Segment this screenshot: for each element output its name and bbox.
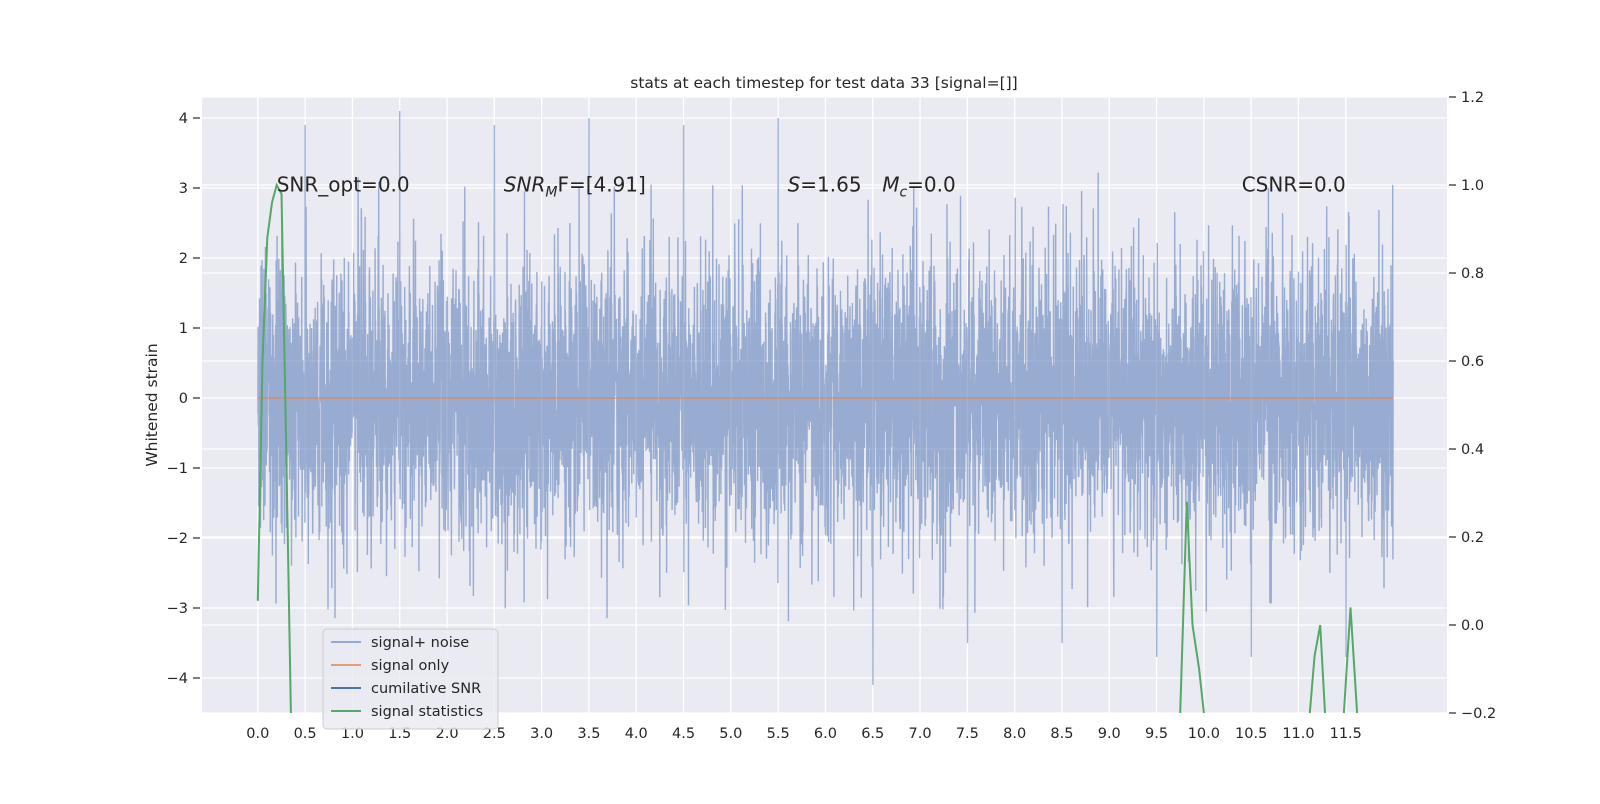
x-tick-label: 5.0 — [719, 726, 742, 742]
x-tick-label: 4.0 — [625, 726, 648, 742]
x-tick-label: 6.5 — [861, 726, 884, 742]
y-tick-label: 3 — [179, 181, 188, 197]
x-tick-label: 2.5 — [483, 726, 506, 742]
annotation-value: =1.65 — [800, 173, 861, 197]
y2-tick-label: 0.0 — [1461, 618, 1484, 634]
legend-label: cumilative SNR — [371, 681, 481, 697]
x-tick-label: 2.0 — [435, 726, 458, 742]
series-line-signal-statistics — [1308, 624, 1326, 714]
annotation-main-text: SNR_opt=0.0 — [277, 173, 410, 197]
x-tick-label: 4.5 — [672, 726, 695, 742]
y-tick-label: 1 — [179, 321, 188, 337]
stat-annotation: S=1.65 — [788, 173, 862, 197]
annotation-main-text: M — [882, 173, 899, 197]
annotation-layer: SNR_opt=0.0 SNRMF=[4.91] S=1.65 Mc=0.0 CSNR=… — [277, 173, 1346, 201]
series-line-signal-plus-noise — [257, 110, 1394, 686]
x-tick-label: 0.0 — [246, 726, 269, 742]
x-tick-label: 8.0 — [1003, 726, 1026, 742]
x-tick-label: 1.0 — [341, 726, 364, 742]
x-tick-label: 9.5 — [1145, 726, 1168, 742]
x-tick-label: 9.0 — [1098, 726, 1121, 742]
series-line-signal-statistics — [1342, 607, 1359, 714]
series-line-signal-statistics — [1179, 501, 1205, 714]
x-tick-label: 11.5 — [1330, 726, 1362, 742]
stat-annotation: SNRMF=[4.91] — [504, 173, 646, 201]
annotation-subscript: M — [545, 185, 557, 201]
legend-label: signal only — [371, 658, 450, 674]
legend-label: signal statistics — [371, 704, 483, 720]
x-tick-label: 10.5 — [1235, 726, 1267, 742]
annotation-subscript: c — [899, 185, 907, 201]
annotation-value: =0.0 — [907, 173, 956, 197]
series-layer — [201, 110, 1448, 794]
series-line-signal-statistics — [256, 182, 292, 714]
y2-tick-label: −0.2 — [1461, 706, 1496, 722]
chart-title: stats at each timestep for test data 33 … — [630, 74, 1017, 92]
y2-tick-label: 1.0 — [1461, 178, 1484, 194]
y2-tick-label: 0.4 — [1461, 442, 1484, 458]
x-tick-label: 7.5 — [956, 726, 979, 742]
y-tick-label: 2 — [179, 251, 188, 267]
stat-annotation: SNR_opt=0.0 — [277, 173, 410, 197]
x-tick-label: 10.0 — [1188, 726, 1220, 742]
y2-tick-label: 0.2 — [1461, 530, 1484, 546]
y2-tick-label: 0.8 — [1461, 266, 1484, 282]
y-tick-label: 4 — [179, 111, 188, 127]
stat-annotation: CSNR=0.0 — [1242, 173, 1346, 197]
x-tick-label: 3.0 — [530, 726, 553, 742]
x-tick-label: 3.5 — [577, 726, 600, 742]
annotation-main-text: SNR — [504, 173, 546, 197]
legend-label: signal+ noise — [371, 635, 469, 651]
legend: signal+ noise signal only cumilative SNR si… — [322, 628, 499, 730]
y-tick-label: 0 — [179, 391, 188, 407]
y-tick-label: −2 — [167, 531, 188, 547]
y-axis-label: Whitened strain — [143, 343, 161, 466]
y-tick-label: −1 — [167, 461, 188, 477]
annotation-main-text: CSNR=0.0 — [1242, 173, 1346, 197]
stat-annotation: Mc=0.0 — [882, 173, 956, 201]
axis-layer: 0.0 0.5 1.0 1.5 2.0 2.5 3.0 3.5 4.0 4.5 5.0 5.5 6.0 6… — [167, 90, 1497, 742]
x-tick-label: 8.5 — [1050, 726, 1073, 742]
x-tick-label: 0.5 — [294, 726, 317, 742]
annotation-main-text: S — [788, 173, 801, 197]
x-tick-label: 11.0 — [1282, 726, 1314, 742]
legend-box — [322, 628, 499, 730]
x-tick-label: 5.5 — [767, 726, 790, 742]
y-tick-label: −3 — [167, 601, 188, 617]
y-tick-label: −4 — [167, 671, 188, 687]
y2-tick-label: 0.6 — [1461, 354, 1484, 370]
y2-tick-label: 1.2 — [1461, 90, 1484, 106]
annotation-value: F=[4.91] — [557, 173, 645, 197]
x-tick-label: 6.0 — [814, 726, 837, 742]
x-tick-label: 7.0 — [909, 726, 932, 742]
x-tick-label: 1.5 — [388, 726, 411, 742]
